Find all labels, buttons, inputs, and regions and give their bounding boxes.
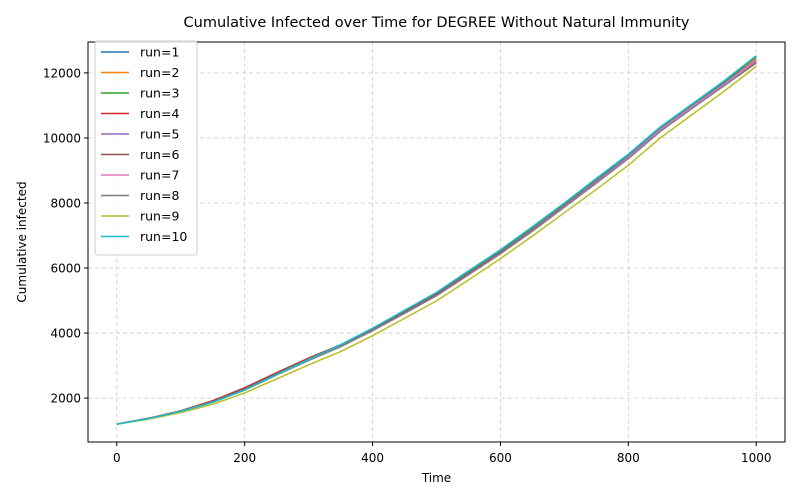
- x-tick-label: 600: [489, 451, 512, 465]
- y-axis-label: Cumulative infected: [15, 181, 29, 302]
- y-tick-label: 12000: [43, 66, 81, 80]
- y-tick-label: 2000: [50, 392, 81, 406]
- y-tick-label: 6000: [50, 262, 81, 276]
- series-line-run-9: [116, 65, 757, 425]
- plot-frame: [87, 41, 786, 443]
- legend-label: run=10: [140, 229, 187, 244]
- x-tick-label: 0: [113, 451, 121, 465]
- series-line-run-10: [116, 55, 757, 425]
- y-tick-label: 10000: [43, 131, 81, 145]
- x-axis-label: Time: [421, 471, 451, 485]
- legend-label: run=7: [140, 168, 179, 183]
- legend-label: run=9: [140, 209, 179, 224]
- x-tick-label: 200: [233, 451, 256, 465]
- legend-box: [94, 40, 198, 256]
- y-axis: 2000 4000 6000 8000 10000 12000: [43, 66, 88, 406]
- legend-label: run=6: [140, 147, 179, 162]
- legend: run=1 run=2 run=3 run=4 run=5 run=6 run=7 run=8…: [94, 40, 198, 256]
- y-tick-label: 4000: [50, 327, 81, 341]
- series-lines: [116, 55, 757, 425]
- legend-label: run=5: [140, 127, 179, 142]
- legend-label: run=2: [140, 65, 179, 80]
- x-tick-label: 800: [617, 451, 640, 465]
- y-tick-label: 8000: [50, 196, 81, 210]
- legend-label: run=1: [140, 45, 179, 60]
- legend-label: run=8: [140, 188, 179, 203]
- x-axis: 0 200 400 600 800 1000: [113, 442, 772, 465]
- chart-title: Cumulative Infected over Time for DEGREE…: [184, 15, 690, 31]
- legend-label: run=3: [140, 86, 179, 101]
- x-tick-label: 400: [361, 451, 384, 465]
- legend-label: run=4: [140, 106, 179, 121]
- x-tick-label: 1000: [741, 451, 772, 465]
